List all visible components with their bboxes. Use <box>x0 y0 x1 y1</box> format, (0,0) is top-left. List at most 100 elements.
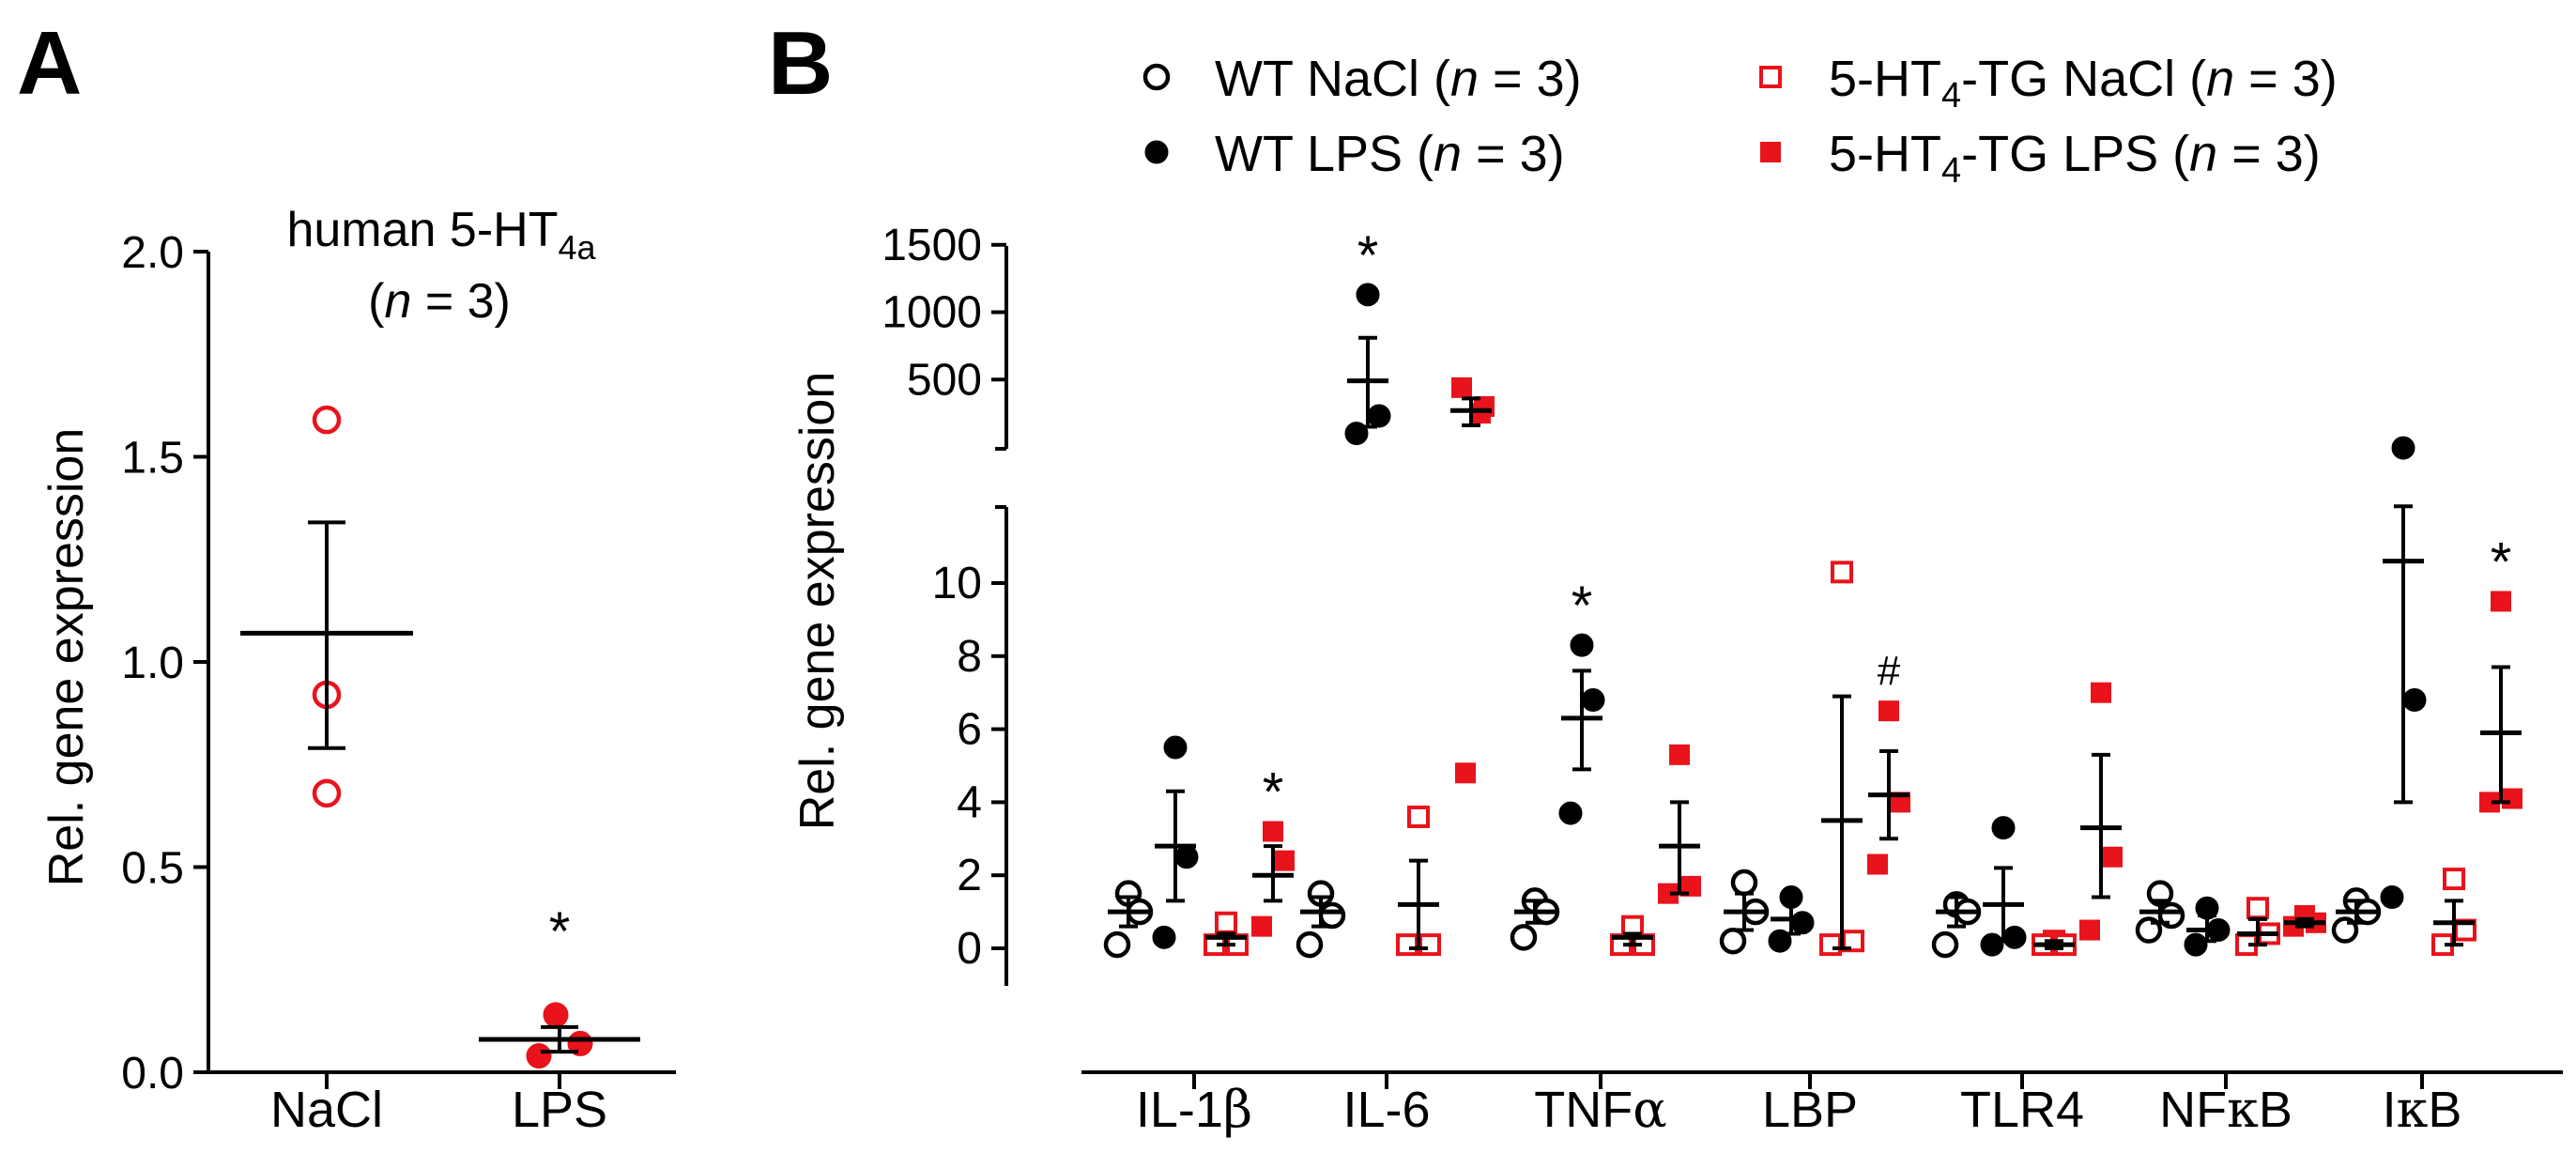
data-point <box>1174 845 1199 869</box>
legend-marker <box>1142 63 1171 91</box>
mean-sem <box>1398 858 1439 950</box>
category-greek: κ <box>2227 1080 2259 1139</box>
data-point <box>1296 930 1324 959</box>
data-point <box>1274 850 1295 871</box>
x-category-label: NaCl <box>270 1082 383 1138</box>
legend-text-part: = 3) <box>1462 126 1565 182</box>
data-point <box>1790 911 1815 935</box>
y-tick-label: 4 <box>957 777 982 827</box>
x-category-label: IL-6 <box>1342 1082 1430 1138</box>
significance-marker: * <box>1263 762 1284 823</box>
data-point <box>312 405 342 435</box>
x-category-label: TNFα <box>1534 1080 1666 1139</box>
y-tick-label: 6 <box>957 705 982 755</box>
legend-item-wt_lps: WT LPS (n = 3) <box>1144 126 1565 182</box>
data-point <box>1819 933 1842 957</box>
legend-n: n <box>2206 51 2234 107</box>
legend-subscript: 4 <box>1941 151 1961 191</box>
y-tick-label: 2 <box>957 851 982 900</box>
legend-text-part: = 3) <box>1479 51 1582 107</box>
y-tick-label: 1000 <box>882 288 982 338</box>
mean-sem <box>1868 748 1909 841</box>
mean-sem <box>1612 931 1653 947</box>
y-tick-label: 1.5 <box>121 434 184 484</box>
data-point <box>2079 919 2100 941</box>
category-text: TLR4 <box>1960 1082 2084 1138</box>
significance-marker: * <box>549 901 571 962</box>
data-point <box>2380 885 2404 910</box>
data-point <box>1163 735 1188 760</box>
panel-a-plot: * <box>240 405 640 1069</box>
legend-label: 5-HT4-TG LPS (n = 3) <box>1829 126 2321 191</box>
legend-label: WT NaCl (n = 3) <box>1215 51 1582 107</box>
legend-item-tg_lps: 5-HT4-TG LPS (n = 3) <box>1760 126 2321 191</box>
panel-a-letter: A <box>17 13 82 114</box>
panel-a-title-main: human 5-HT <box>286 203 558 257</box>
data-point <box>2479 792 2500 813</box>
legend-text-part: WT LPS ( <box>1215 126 1434 182</box>
data-point <box>1470 403 1491 424</box>
category-text: I <box>2383 1082 2397 1138</box>
legend-text-part: WT NaCl ( <box>1215 51 1450 107</box>
legend-text-part: 5-HT <box>1829 51 1941 107</box>
mean-sem <box>2336 899 2377 925</box>
y-tick-label: 0 <box>957 924 982 974</box>
data-point <box>2091 682 2111 703</box>
data-point <box>1396 933 1418 957</box>
x-category-label: TLR4 <box>1960 1082 2084 1138</box>
x-category-label: LBP <box>1762 1082 1858 1138</box>
data-point <box>1103 930 1131 959</box>
data-point <box>1867 853 1888 875</box>
legend-n: n <box>2189 126 2217 182</box>
category-greek: α <box>1633 1080 1666 1139</box>
panel-b-x-categories: IL-1β IL-6 TNFα LBP TLR4 NFκB IκB <box>1136 1072 2461 1139</box>
data-point <box>543 1002 569 1028</box>
mean-sem <box>240 520 413 750</box>
y-tick-label: 2.0 <box>121 228 184 278</box>
mean-sem <box>1450 396 1492 428</box>
mean-sem <box>2139 899 2181 925</box>
data-point <box>2491 591 2511 612</box>
data-point <box>1719 927 1747 955</box>
panel-b-axes <box>1004 246 2563 1074</box>
mean-sem <box>1108 895 1149 929</box>
panel-a-ylabel: Rel. gene expression <box>39 428 94 887</box>
data-point <box>1356 283 1380 307</box>
significance-marker: # <box>1878 648 1901 694</box>
mean-sem <box>2383 504 2424 805</box>
mean-sem <box>1771 899 1812 936</box>
data-point <box>1510 924 1538 951</box>
panel-a-title-n: (n = 3) <box>368 274 511 329</box>
category-text: B <box>2428 1082 2461 1138</box>
legend-item-tg_nacl: 5-HT4-TG NaCl (n = 3) <box>1759 51 2338 115</box>
category-greek: κ <box>2397 1080 2429 1139</box>
legend-text-part: = 3) <box>2234 51 2338 107</box>
mean-sem <box>2080 752 2122 899</box>
panel-a-title: human 5-HT4a <box>286 203 596 267</box>
data-point <box>1980 932 2004 957</box>
panel-a-title-sub: 4a <box>558 228 596 267</box>
mean-sem <box>2033 939 2075 950</box>
data-point <box>1680 875 1701 897</box>
legend-marker <box>1760 142 1781 162</box>
y-tick-label: 8 <box>957 632 982 682</box>
legend-label: 5-HT4-TG NaCl (n = 3) <box>1829 51 2338 115</box>
category-text: IL-1 <box>1136 1082 1223 1138</box>
category-text: TNF <box>1534 1082 1633 1138</box>
data-point <box>2002 925 2027 949</box>
data-point <box>2184 932 2208 957</box>
legend-text-part: -TG LPS ( <box>1961 126 2189 182</box>
data-point <box>1215 911 1237 934</box>
legend-marker <box>1144 140 1169 164</box>
data-point <box>312 778 342 808</box>
mean-sem <box>2480 665 2522 805</box>
category-text: IL-6 <box>1342 1082 1430 1138</box>
data-point <box>1451 377 1472 398</box>
mean-sem <box>1821 694 1863 950</box>
mean-sem <box>1983 866 2024 944</box>
mean-sem <box>1347 335 1388 429</box>
data-point <box>1152 925 1176 949</box>
x-category-label: IL-1β <box>1136 1080 1252 1139</box>
mean-sem <box>1155 789 1196 903</box>
